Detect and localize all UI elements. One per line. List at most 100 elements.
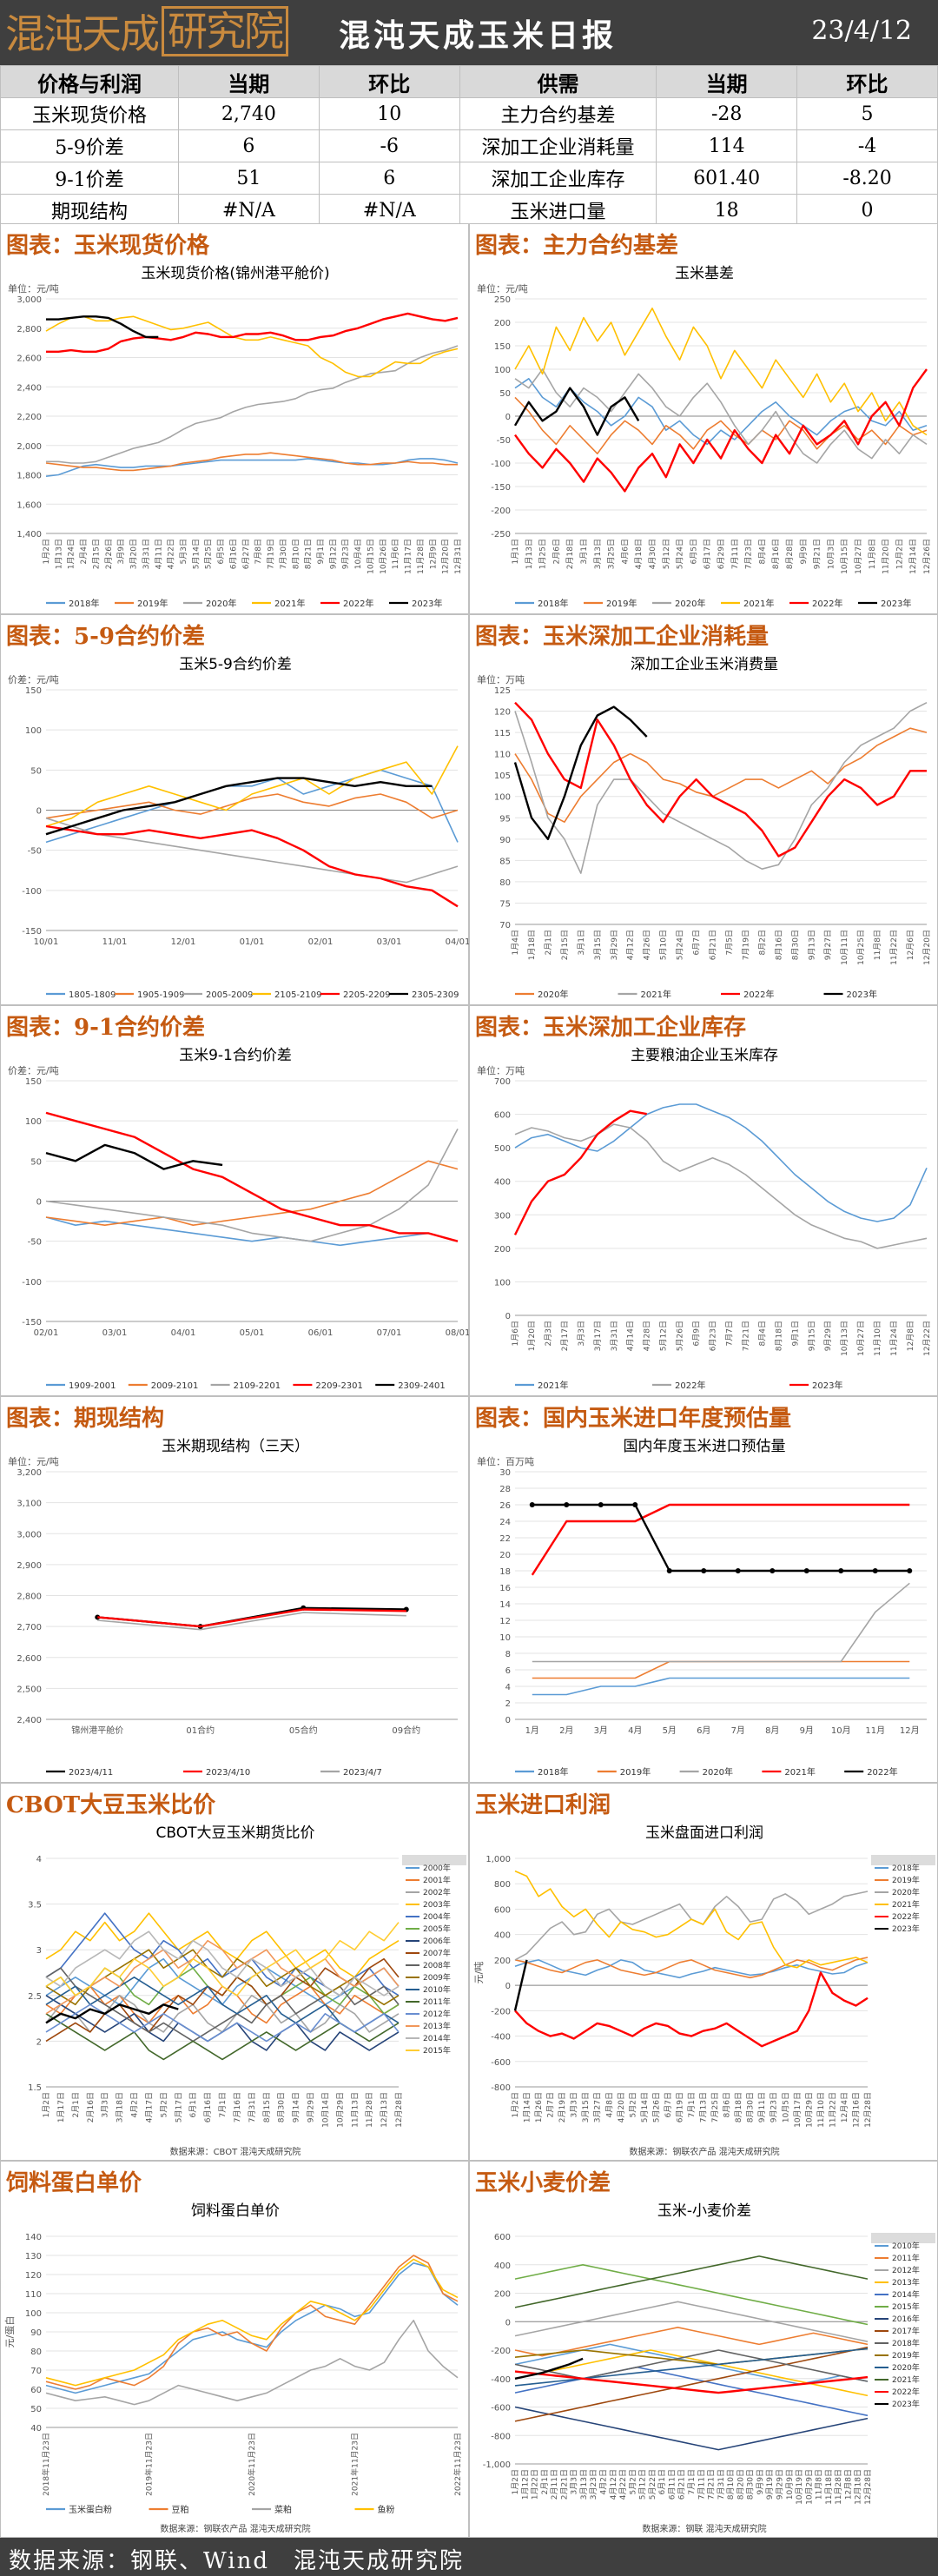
x-tick-label: 2020年11月23日	[247, 2433, 257, 2496]
chart-title: 玉米盘面进口利润	[645, 1824, 763, 1842]
table-cell: 10	[318, 97, 460, 130]
x-tick-label: 12月28日	[863, 2092, 873, 2128]
x-tick-label: 6月29日	[717, 539, 726, 569]
x-tick-label: 7月1日	[687, 2092, 697, 2117]
x-tick-label: 2月19日	[558, 2092, 567, 2122]
series-line	[45, 2262, 459, 2394]
x-tick-label: 11月20日	[882, 539, 891, 574]
y-tick-label: 1,400	[17, 530, 42, 540]
price-table-header: 价格与利润 当期 环比 供需 当期 环比	[0, 65, 938, 98]
x-tick-label: 11月24日	[889, 1321, 899, 1356]
x-tick-label: 9月29日	[307, 2092, 316, 2122]
report-header: 混沌天成 研究院 混沌天成玉米日报 23/4/12	[0, 0, 938, 65]
series-line	[45, 769, 459, 844]
x-tick-label: 04/01	[171, 1328, 196, 1338]
x-tick-label: 1月18日	[527, 930, 537, 960]
x-tick-label: 2月11日	[550, 2469, 559, 2500]
legend-label: 2021年	[892, 2374, 920, 2385]
y-tick-label: 75	[499, 899, 511, 909]
x-tick-label: 10月15日	[366, 539, 375, 574]
y-tick-label: -50	[497, 436, 511, 446]
legend-label: 2001年	[423, 1875, 451, 1885]
x-tick-label: 4月11日	[154, 539, 163, 569]
legend-label: 豆粕	[172, 2504, 189, 2515]
x-tick-label: 1月4日	[511, 930, 520, 955]
x-tick-label: 4月22日	[167, 539, 176, 569]
legend-label: 2021年	[274, 598, 305, 609]
series-line	[513, 705, 648, 841]
y-tick-label: 200	[494, 1245, 511, 1255]
spot-price-chart: 玉米现货价格(锦州港平舱价) 单位：元/吨 1,400 1,600 1,800 2,000…	[8, 265, 463, 609]
chart-source-note: 数据来源：钢联 混沌天成研究院	[642, 2523, 766, 2534]
y-tick-label: 30	[499, 1468, 511, 1478]
series-line	[45, 824, 459, 908]
x-tick-label: 10月11日	[840, 930, 849, 965]
y-tick-label: -250	[491, 530, 511, 540]
chart-title: 玉米期现结构（三天）	[162, 1438, 309, 1455]
x-tick-label: 7月11日	[697, 2469, 706, 2500]
x-tick-label: 5月2日	[628, 2092, 637, 2117]
legend-label: 2019年	[892, 1875, 920, 1885]
y-tick-label: 150	[25, 686, 42, 696]
y-tick-label: 2,400	[17, 1716, 42, 1725]
legend-label: 2020年	[206, 598, 236, 609]
y-tick-label: 400	[494, 1931, 511, 1941]
y-tick-label: 12	[499, 1617, 511, 1626]
x-tick-label: 5月22日	[648, 2469, 657, 2500]
x-tick-label: 1月12日	[520, 2469, 530, 2500]
y-tick-label: 2,500	[17, 1685, 42, 1694]
x-tick-label: 6月19日	[675, 2092, 684, 2122]
x-tick-label: 5月12日	[638, 2469, 648, 2500]
series-line	[97, 1608, 406, 1628]
x-tick-label: 12月26日	[922, 539, 932, 574]
x-tick-label: 2月1日	[544, 930, 553, 955]
x-tick-label: 1月13日	[54, 539, 63, 569]
x-tick-label: 9月1日	[790, 1321, 800, 1346]
x-tick-label: 11月22日	[828, 2092, 837, 2128]
x-tick-label: 10月27日	[854, 539, 863, 574]
logo-text: 混沌天成	[5, 10, 160, 57]
y-tick-label: 4	[36, 1855, 42, 1864]
x-tick-label: 5月12日	[662, 539, 671, 569]
legend-label: 2023年	[812, 1380, 842, 1391]
legend-label: 2020年	[892, 2362, 920, 2373]
x-tick-label: 9月9日	[756, 2469, 765, 2494]
x-tick-label: 3月3日	[570, 2092, 579, 2117]
chart-panel: 饲料蛋白单价 饲料蛋白单价 元/蛋白 40 50 60 70 80 90 100 110 120 13…	[0, 2161, 469, 2538]
y-tick-label: 18	[499, 1567, 511, 1577]
series-line	[45, 2255, 459, 2390]
y-tick-label: 0	[505, 2318, 511, 2328]
series-line	[532, 1677, 910, 1696]
x-tick-label: 9月29日	[776, 2469, 785, 2500]
legend-label: 2011年	[892, 2253, 920, 2263]
x-tick-label: 6月16日	[228, 539, 238, 569]
x-tick-label: 7月8日	[254, 539, 263, 564]
table-cell: 深加工企业库存	[459, 162, 657, 195]
table-cell: 期现结构	[0, 194, 179, 227]
y-tick-label: 2,800	[17, 1593, 42, 1602]
x-tick-label: 8月6日	[723, 2092, 732, 2117]
legend-label: 2015年	[892, 2301, 920, 2312]
x-tick-label: 10月15日	[840, 539, 849, 574]
y-tick-label: 16	[499, 1584, 511, 1593]
series-line	[514, 2348, 869, 2387]
x-tick-label: 1月2日	[511, 2092, 520, 2117]
y-tick-label: 2,900	[17, 1561, 42, 1571]
panel-title: CBOT大豆玉米比价	[6, 1792, 216, 1818]
y-tick-label: 400	[494, 1178, 511, 1188]
panel-title: 图表：5-9合约价差	[6, 624, 205, 650]
panel-title: 图表：玉米深加工企业库存	[475, 1015, 747, 1041]
panel-title: 玉米小麦价差	[475, 2170, 611, 2196]
legend-label: 2020年	[703, 1766, 733, 1778]
data-point	[632, 1502, 638, 1507]
series-line	[45, 315, 459, 378]
x-tick-label: 03/01	[377, 937, 402, 947]
legend-label: 2023年	[881, 598, 911, 609]
y-tick-label: 600	[494, 1905, 511, 1915]
x-tick-label: 2月15日	[91, 539, 101, 569]
chart-source-note: 数据来源：钢联农产品 混沌天成研究院	[160, 2523, 310, 2534]
series-line	[45, 1111, 459, 1242]
y-tick-label: 22	[499, 1534, 511, 1544]
